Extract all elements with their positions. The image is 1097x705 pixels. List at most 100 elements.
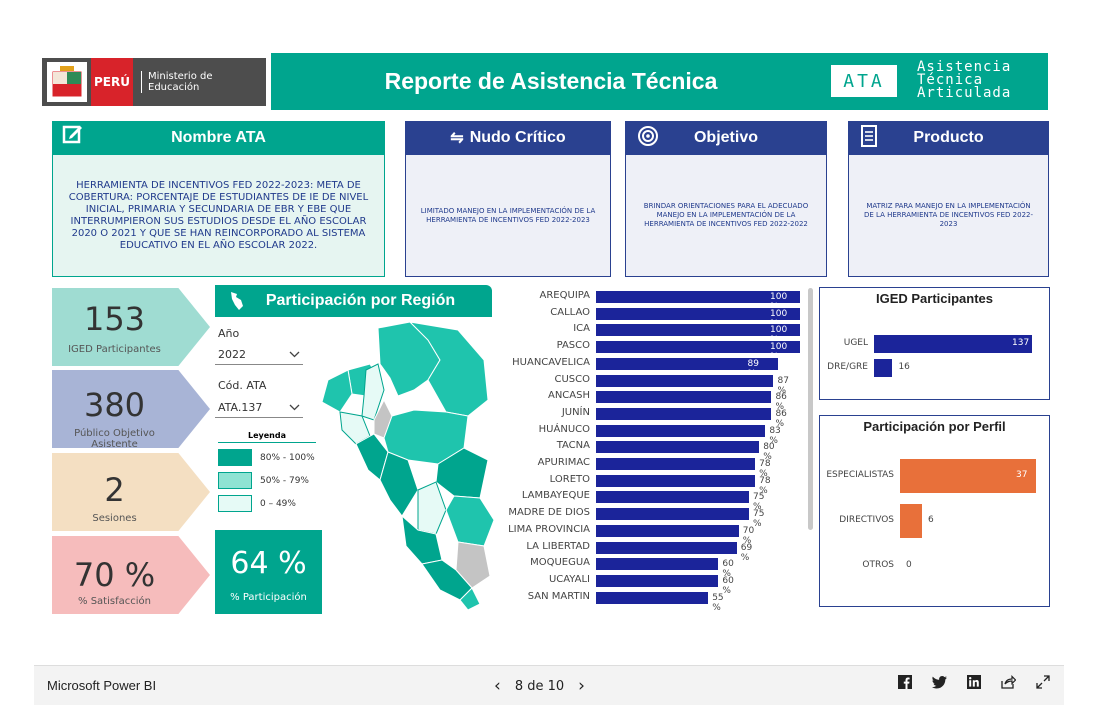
- fullscreen-icon[interactable]: [1036, 675, 1050, 693]
- region-bar-value: 78 %: [759, 459, 771, 479]
- region-bar[interactable]: [596, 591, 709, 604]
- region-bar[interactable]: [596, 458, 756, 470]
- legend-swatch: [218, 495, 252, 512]
- card-nombre-body: HERRAMIENTA DE INCENTIVOS FED 2022-2023:…: [52, 154, 385, 277]
- ata-words: Asistencia Técnica Articulada: [917, 59, 1012, 101]
- kpi-value: 2: [104, 471, 125, 509]
- region-bar-value: 78 %: [759, 475, 771, 496]
- perfil-bar-value: 37: [1016, 470, 1028, 480]
- kpi-label: IGED Participantes: [68, 344, 161, 355]
- powerbi-brand-link[interactable]: Microsoft Power BI: [47, 678, 157, 693]
- powerbi-footer: Microsoft Power BI ‹ 8 de 10 ›: [34, 665, 1064, 705]
- next-page-icon[interactable]: ›: [578, 676, 585, 696]
- iged-bar[interactable]: [874, 335, 1032, 353]
- facebook-icon[interactable]: [898, 675, 912, 693]
- card-producto-body: MATRIZ PARA MANEJO EN LA IMPLEMENTACIÓN …: [848, 154, 1049, 277]
- region-bar[interactable]: [596, 324, 800, 337]
- map-region-coast2[interactable]: [379, 451, 419, 517]
- region-panel-header: Participación por Región: [215, 285, 492, 317]
- iged-bar[interactable]: [874, 359, 893, 377]
- region-bar-value: 69 %: [740, 542, 753, 563]
- region-bar[interactable]: [596, 491, 749, 504]
- iged-panel-title: IGED Participantes: [875, 291, 994, 306]
- perfil-bar[interactable]: [900, 459, 1036, 493]
- region-chart-scrollbar[interactable]: [808, 288, 813, 530]
- legend-item: 80% - 100%: [218, 449, 316, 466]
- ministry-label: Ministerio de Educación: [141, 71, 221, 93]
- card-nombre-title: Nombre ATA: [171, 128, 266, 146]
- region-bar[interactable]: [596, 374, 774, 387]
- kpi-satisfaccion: 70 % % Satisfacción: [52, 536, 210, 614]
- region-bar[interactable]: [596, 508, 749, 521]
- region-bar[interactable]: [596, 357, 778, 370]
- twitter-icon[interactable]: [932, 675, 947, 693]
- year-dropdown[interactable]: 2022: [215, 345, 303, 365]
- region-bar-value: 55 %: [712, 592, 724, 613]
- region-bar-label: LA LIBERTAD: [526, 540, 590, 552]
- iged-bar-label: DRE/GRE: [827, 362, 868, 372]
- handshake-icon: ⇋: [450, 129, 464, 147]
- region-bar-label: UCAYALI: [548, 573, 590, 585]
- region-bar[interactable]: [596, 391, 772, 404]
- share-icons: [898, 675, 1050, 693]
- kpi-label: % Satisfacción: [78, 596, 151, 607]
- region-bar[interactable]: [596, 341, 800, 354]
- peru-label: PERÚ: [91, 58, 133, 106]
- region-bar-label: LORETO: [549, 473, 590, 485]
- map-region-tacna[interactable]: [459, 587, 481, 610]
- region-bar-value: 100 %: [770, 292, 788, 312]
- peru-map[interactable]: [318, 320, 514, 610]
- ata-word: Articulada: [917, 85, 1012, 101]
- card-nombre-text: HERRAMIENTA DE INCENTIVOS FED 2022-2023:…: [68, 179, 369, 251]
- ata-word: Asistencia: [917, 59, 1012, 75]
- card-producto-title: Producto: [913, 128, 984, 146]
- region-bar[interactable]: [596, 424, 766, 437]
- region-bar-label: APURIMAC: [537, 457, 590, 468]
- region-bar[interactable]: [596, 541, 737, 554]
- region-bar-label: LAMBAYEQUE: [521, 490, 590, 502]
- participation-box: 64 % % Participación: [215, 530, 322, 614]
- linkedin-icon[interactable]: [967, 675, 981, 693]
- map-region-light3[interactable]: [417, 481, 447, 535]
- iged-panel: IGED Participantes UGEL 137 DRE/GRE 16: [819, 287, 1050, 400]
- region-bar-label: MADRE DE DIOS: [508, 507, 590, 519]
- region-bar[interactable]: [596, 291, 800, 303]
- perfil-bar-label: OTROS: [862, 560, 894, 570]
- ata-badge: ATA: [831, 65, 897, 97]
- region-bar[interactable]: [596, 441, 760, 454]
- region-bar[interactable]: [596, 574, 719, 587]
- title-bar: Reporte de Asistencia Técnica ATA Asiste…: [271, 53, 1048, 110]
- code-dropdown[interactable]: ATA.137: [215, 398, 303, 418]
- kpi-label: Público Objetivo Asistente: [74, 428, 155, 450]
- map-region-puno[interactable]: [455, 541, 491, 589]
- region-bar-value: 86 %: [775, 392, 787, 413]
- kpi-value: 380: [83, 386, 146, 424]
- region-bar-label: HUÁNUCO: [538, 423, 590, 435]
- region-bar[interactable]: [596, 474, 756, 487]
- map-region-madre[interactable]: [445, 495, 495, 547]
- share-icon[interactable]: [1001, 675, 1017, 693]
- region-bar[interactable]: [596, 307, 800, 320]
- region-bar[interactable]: [596, 407, 772, 420]
- region-bar-value: 100 %: [770, 342, 788, 362]
- region-bar-value: 100 %: [770, 325, 788, 345]
- card-objetivo-header: Objetivo: [625, 121, 827, 154]
- region-bar[interactable]: [596, 524, 739, 537]
- map-region-piura[interactable]: [321, 369, 353, 413]
- region-bar-label: PASCO: [556, 340, 590, 352]
- region-bar-label: ANCASH: [547, 390, 590, 402]
- page-title: Reporte de Asistencia Técnica: [384, 68, 718, 94]
- perfil-bar[interactable]: [900, 504, 923, 538]
- legend-label: 0 – 49%: [260, 498, 296, 509]
- region-bar-label: CUSCO: [554, 373, 590, 385]
- page-navigator: ‹ 8 de 10 ›: [494, 676, 585, 696]
- card-nudo-title: Nudo Crítico: [469, 128, 566, 146]
- legend-title: Leyenda: [218, 431, 316, 443]
- participation-value: 64 %: [230, 546, 307, 581]
- prev-page-icon[interactable]: ‹: [494, 676, 501, 696]
- participation-label: % Participación: [230, 592, 307, 603]
- minedu-logo: PERÚ Ministerio de Educación: [42, 58, 266, 106]
- card-objetivo-text: BRINDAR ORIENTACIONES PARA EL ADECUADO M…: [643, 202, 809, 228]
- region-bar[interactable]: [596, 558, 719, 571]
- region-bar-label: SAN MARTIN: [527, 590, 590, 602]
